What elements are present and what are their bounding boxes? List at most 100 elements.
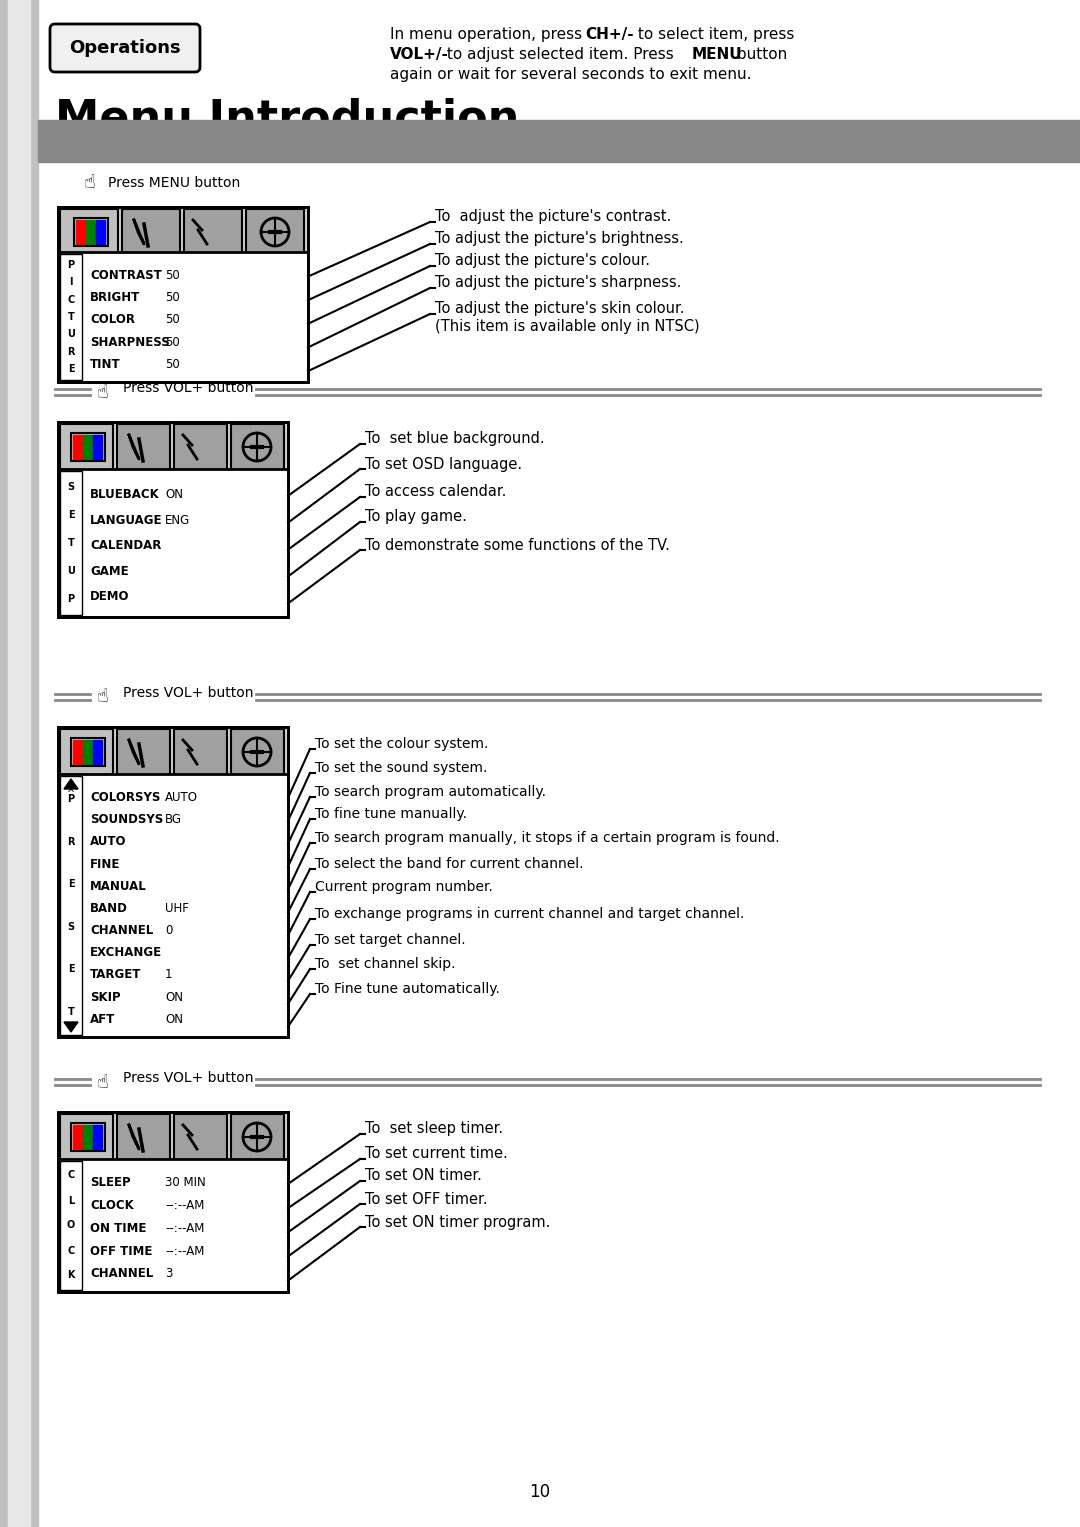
Bar: [8, 0, 30, 1527]
Text: COLOR: COLOR: [90, 313, 135, 327]
Text: 50: 50: [165, 357, 179, 371]
Text: E: E: [68, 365, 75, 374]
Text: (This item is available only in NTSC): (This item is available only in NTSC): [435, 319, 700, 333]
Text: Press MENU button: Press MENU button: [108, 176, 240, 189]
Text: CHANNEL: CHANNEL: [90, 924, 153, 938]
Bar: [38, 121, 1080, 162]
FancyBboxPatch shape: [50, 24, 200, 72]
Text: In menu operation, press: In menu operation, press: [390, 27, 588, 43]
Text: U: U: [67, 567, 75, 576]
Text: UHF: UHF: [165, 902, 189, 915]
Text: E: E: [68, 880, 75, 889]
Bar: [58, 421, 288, 472]
Text: TINT: TINT: [90, 357, 121, 371]
Text: 50: 50: [165, 336, 179, 348]
Bar: [96, 220, 105, 244]
Text: ☝: ☝: [97, 687, 109, 707]
Bar: [75, 218, 108, 246]
Bar: [73, 435, 82, 460]
Bar: [58, 252, 308, 382]
Bar: [93, 1125, 102, 1148]
Text: Press VOL+ button: Press VOL+ button: [123, 686, 254, 699]
Text: BRIGHT: BRIGHT: [90, 292, 140, 304]
Text: C: C: [67, 1246, 75, 1255]
Text: To demonstrate some functions of the TV.: To demonstrate some functions of the TV.: [365, 538, 670, 553]
Text: To adjust the picture's colour.: To adjust the picture's colour.: [435, 253, 650, 269]
Circle shape: [261, 218, 289, 246]
Text: to select item, press: to select item, press: [633, 27, 795, 43]
Text: --:--AM: --:--AM: [165, 1222, 204, 1235]
Bar: [58, 469, 288, 617]
Text: ON: ON: [165, 991, 183, 1003]
Text: To search program automatically.: To search program automatically.: [315, 785, 546, 799]
Polygon shape: [64, 779, 78, 789]
Circle shape: [243, 1122, 271, 1151]
Text: Menu Introduction: Menu Introduction: [55, 98, 519, 140]
Text: AUTO: AUTO: [165, 791, 198, 805]
Text: --:--AM: --:--AM: [165, 1245, 204, 1258]
Text: BAND: BAND: [90, 902, 127, 915]
Text: To set OSD language.: To set OSD language.: [365, 457, 522, 472]
Bar: [174, 728, 227, 776]
Text: To adjust the picture's skin colour.: To adjust the picture's skin colour.: [435, 301, 685, 316]
Text: To adjust the picture's sharpness.: To adjust the picture's sharpness.: [435, 275, 681, 290]
Bar: [83, 435, 92, 460]
Text: To set the colour system.: To set the colour system.: [315, 738, 488, 751]
Bar: [0, 0, 38, 1527]
Text: ENG: ENG: [165, 513, 190, 527]
Text: SHARPNESS: SHARPNESS: [90, 336, 170, 348]
Text: C: C: [67, 1171, 75, 1180]
Text: CLOCK: CLOCK: [90, 1199, 134, 1212]
Text: To search program manually, it stops if a certain program is found.: To search program manually, it stops if …: [315, 831, 780, 844]
Text: FINE: FINE: [90, 858, 120, 870]
Bar: [58, 1112, 288, 1162]
Polygon shape: [64, 1022, 78, 1032]
Text: CONTRAST: CONTRAST: [90, 269, 162, 282]
Bar: [76, 220, 85, 244]
Text: To play game.: To play game.: [365, 510, 467, 524]
Text: O: O: [67, 1220, 76, 1231]
Text: SKIP: SKIP: [90, 991, 121, 1003]
Text: To set target channel.: To set target channel.: [315, 933, 465, 947]
Bar: [58, 1112, 288, 1292]
Text: T: T: [68, 312, 75, 322]
Bar: [58, 727, 288, 1037]
Text: P: P: [67, 594, 75, 605]
Text: again or wait for several seconds to exit menu.: again or wait for several seconds to exi…: [390, 67, 752, 82]
Bar: [58, 208, 308, 257]
Text: To select the band for current channel.: To select the band for current channel.: [315, 857, 583, 870]
Text: To  set channel skip.: To set channel skip.: [315, 957, 456, 971]
Text: 50: 50: [165, 292, 179, 304]
Bar: [60, 1115, 113, 1161]
Text: 0: 0: [165, 924, 173, 938]
Text: C: C: [67, 295, 75, 304]
Bar: [60, 728, 113, 776]
Bar: [246, 209, 303, 255]
Text: Press VOL+ button: Press VOL+ button: [123, 1070, 254, 1086]
Bar: [117, 425, 170, 470]
Text: AFT: AFT: [90, 1012, 116, 1026]
Text: MANUAL: MANUAL: [90, 880, 147, 893]
Text: To set ON timer program.: To set ON timer program.: [365, 1214, 551, 1229]
Text: EXCHANGE: EXCHANGE: [90, 947, 162, 959]
Text: I: I: [69, 276, 72, 287]
Text: --:--AM: --:--AM: [165, 1199, 204, 1212]
Text: BLUEBACK: BLUEBACK: [90, 489, 160, 501]
Text: R: R: [67, 837, 75, 847]
Bar: [60, 1161, 82, 1290]
Text: To fine tune manually.: To fine tune manually.: [315, 806, 467, 822]
Text: To  set blue background.: To set blue background.: [365, 432, 544, 446]
Bar: [174, 425, 227, 470]
Bar: [60, 470, 82, 615]
Bar: [60, 253, 82, 380]
Text: R: R: [67, 347, 75, 357]
Text: ON: ON: [165, 1012, 183, 1026]
Text: CHANNEL: CHANNEL: [90, 1267, 153, 1280]
Bar: [58, 421, 288, 617]
Bar: [58, 1159, 288, 1292]
Bar: [73, 1125, 82, 1148]
Text: OFF TIME: OFF TIME: [90, 1245, 152, 1258]
Bar: [58, 727, 288, 777]
Text: To set the sound system.: To set the sound system.: [315, 760, 487, 776]
Text: 50: 50: [165, 313, 179, 327]
